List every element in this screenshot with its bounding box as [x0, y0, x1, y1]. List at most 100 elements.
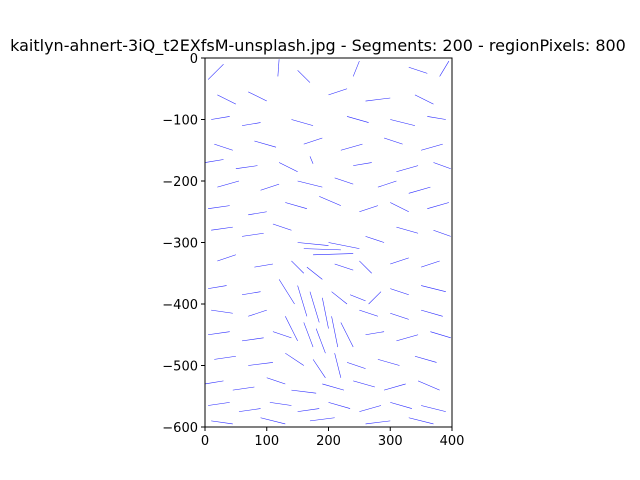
- segment-line: [390, 257, 409, 265]
- segment-line: [417, 380, 440, 391]
- x-axis: 0 100 200 300 400: [201, 427, 465, 449]
- segment-line: [322, 297, 329, 329]
- segment-line: [383, 137, 403, 145]
- segment-line: [430, 331, 451, 339]
- segment-line: [309, 291, 320, 323]
- segment-line: [208, 205, 230, 209]
- segment-line: [408, 186, 431, 194]
- y-tick-label: −600: [162, 421, 198, 436]
- segment-line: [365, 420, 391, 425]
- segment-line: [238, 408, 261, 412]
- segment-line: [312, 359, 326, 378]
- segment-line: [396, 165, 419, 173]
- y-axis: 0 −100 −200 −300 −400 −500 −600: [162, 52, 205, 436]
- segment-line: [315, 328, 326, 354]
- segment-line: [303, 137, 323, 145]
- segment-line: [260, 183, 280, 191]
- x-tick-label: 300: [378, 434, 403, 449]
- segment-line: [322, 383, 345, 391]
- segment-line: [390, 402, 412, 409]
- segment-line: [365, 97, 391, 102]
- segment-line: [377, 359, 400, 366]
- segment-line: [211, 420, 233, 425]
- segment-line: [359, 309, 378, 317]
- segment-line: [396, 334, 419, 342]
- segment-line: [390, 119, 416, 126]
- segment-line: [319, 196, 341, 206]
- segment-line: [390, 288, 409, 296]
- x-tick-label: 200: [316, 434, 341, 449]
- segment-line: [390, 312, 409, 320]
- segment-line: [278, 279, 295, 305]
- y-tick-label: 0: [190, 52, 198, 67]
- segment-line: [285, 316, 298, 342]
- segment-line: [365, 331, 385, 336]
- x-tick-label: 400: [440, 434, 465, 449]
- segment-line: [269, 402, 292, 406]
- segment-line: [353, 162, 372, 166]
- segment-line: [208, 402, 230, 406]
- segment-line: [248, 91, 267, 102]
- segment-line: [328, 402, 351, 409]
- segment-line: [359, 260, 372, 274]
- segment-line: [214, 356, 236, 360]
- segment-line: [433, 229, 451, 237]
- segment-line: [359, 405, 382, 412]
- x-tick-label: 100: [254, 434, 279, 449]
- segment-line: [303, 248, 341, 251]
- segment-line: [248, 211, 267, 216]
- segment-line: [346, 116, 369, 123]
- segment-line: [334, 263, 354, 271]
- segment-line: [217, 94, 236, 105]
- segment-line: [313, 253, 354, 256]
- segment-line: [297, 70, 311, 83]
- segment-line: [365, 236, 385, 243]
- segment-line: [285, 202, 307, 209]
- x-tick-label: 0: [201, 434, 209, 449]
- segment-line: [248, 362, 273, 366]
- y-tick-label: −300: [162, 237, 198, 252]
- segment-lines: [204, 59, 451, 425]
- segment-line: [421, 285, 446, 292]
- segment-line: [439, 60, 450, 77]
- segment-line: [421, 260, 440, 268]
- segment-line: [414, 356, 437, 363]
- segment-line: [334, 177, 354, 185]
- segment-line: [421, 143, 443, 151]
- segment-line: [421, 405, 446, 412]
- segment-line: [217, 254, 236, 262]
- segment-line: [408, 66, 428, 74]
- y-tick-label: −100: [162, 114, 198, 129]
- segment-line: [217, 180, 240, 188]
- segment-line: [291, 389, 317, 394]
- segment-line: [214, 143, 233, 151]
- segment-line: [421, 309, 443, 317]
- segment-line: [248, 309, 267, 317]
- segment-line: [285, 352, 304, 366]
- segment-line: [390, 202, 409, 212]
- y-tick-label: −200: [162, 175, 198, 190]
- segment-line: [208, 285, 227, 289]
- y-tick-label: −500: [162, 360, 198, 375]
- segment-line: [377, 180, 397, 188]
- segment-line: [433, 162, 451, 169]
- segment-line: [340, 143, 363, 151]
- segment-line: [272, 331, 292, 339]
- segment-line: [306, 266, 323, 280]
- segment-line: [346, 362, 366, 369]
- segment-line: [208, 331, 230, 336]
- segment-line: [207, 63, 224, 80]
- segment-line: [328, 242, 360, 249]
- segment-line: [204, 159, 224, 163]
- segment-line: [211, 226, 233, 231]
- segment-line: [242, 337, 264, 342]
- segment-line: [340, 322, 354, 348]
- segment-line: [232, 386, 255, 391]
- segment-line: [408, 417, 434, 425]
- segment-line: [297, 408, 320, 412]
- segment-line: [242, 122, 261, 126]
- segment-line: [427, 116, 446, 120]
- segment-line: [350, 294, 366, 302]
- segment-line: [309, 417, 335, 422]
